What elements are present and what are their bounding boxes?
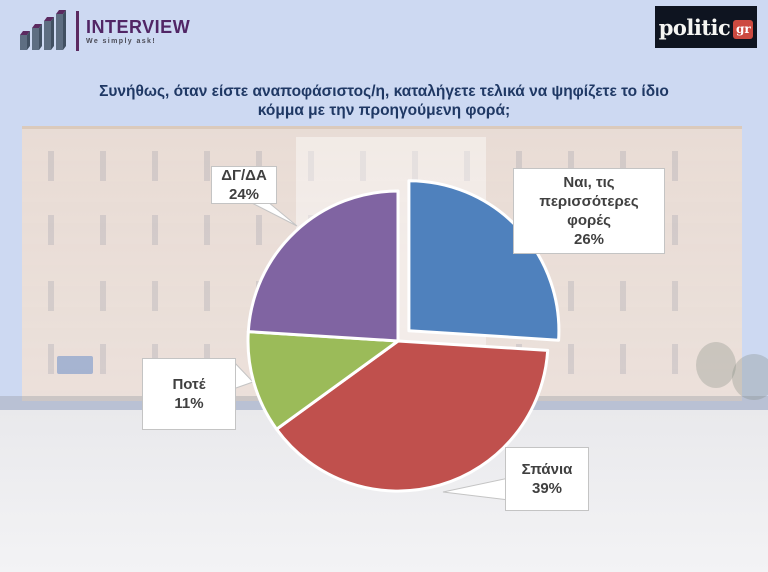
bar-chart-icon xyxy=(20,10,66,50)
interview-logo: INTERVIEW We simply ask! xyxy=(18,8,190,54)
callout-percent: 26% xyxy=(573,231,605,248)
pie-slice-1 xyxy=(275,339,550,493)
callout-yes-most-times: Ναι, τις περισσότερες φορές 26% xyxy=(513,168,665,254)
politic-logo-text: politic xyxy=(658,14,731,40)
callout-percent: 24% xyxy=(228,186,260,203)
callout-label: ΔΓ/ΔΑ xyxy=(221,167,267,184)
callout-label: Σπάνια xyxy=(521,461,573,478)
callout-percent: 11% xyxy=(174,395,204,412)
callout-rarely: Σπάνια 39% xyxy=(505,447,589,511)
callout-label: Ποτέ xyxy=(172,376,206,393)
chart-title: Συνήθως, όταν είστε αναποφάσιστος/η, κατ… xyxy=(0,82,768,120)
callout-percent: 39% xyxy=(531,480,563,497)
pie-slice-3 xyxy=(246,189,400,343)
guard-booth xyxy=(57,356,93,374)
pie-slice-2 xyxy=(246,330,400,431)
chart-title-text: Συνήθως, όταν είστε αναποφάσιστος/η, κατ… xyxy=(99,83,669,119)
tree xyxy=(696,342,736,388)
politic-logo: politic gr xyxy=(655,6,757,48)
interview-logo-name: INTERVIEW xyxy=(86,17,191,37)
tree xyxy=(732,354,768,400)
callout-dont-know: ΔΓ/ΔΑ 24% xyxy=(211,166,277,204)
interview-logo-tagline: We simply ask! xyxy=(86,38,157,45)
logo-divider xyxy=(76,11,79,51)
callout-never: Ποτέ 11% xyxy=(142,358,236,430)
politic-gr-badge: gr xyxy=(733,19,754,39)
callout-tail-dgda xyxy=(249,201,298,227)
callout-label: Ναι, τις περισσότερες φορές xyxy=(539,174,639,229)
